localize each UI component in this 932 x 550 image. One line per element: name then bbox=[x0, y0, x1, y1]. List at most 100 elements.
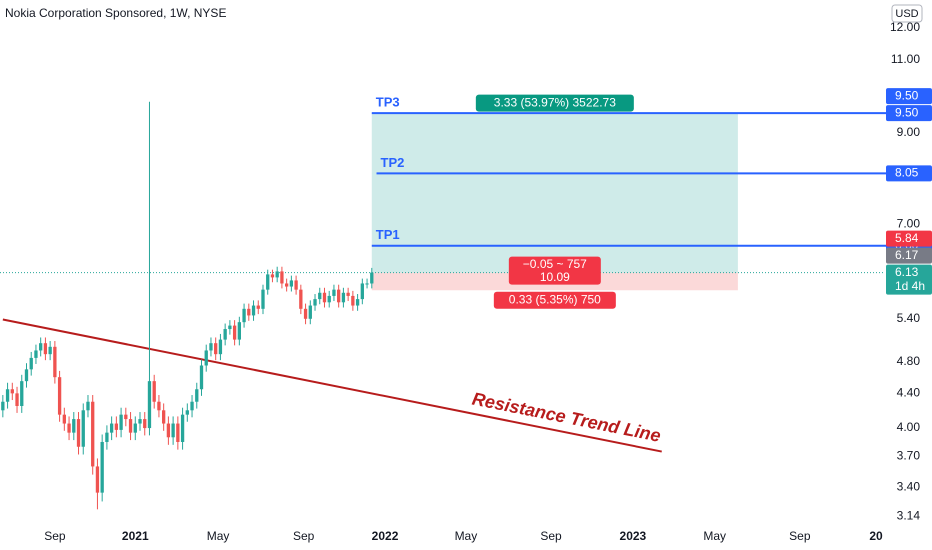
candle-body bbox=[143, 419, 147, 429]
candle-body bbox=[5, 389, 10, 402]
y-tick-label: 3.40 bbox=[897, 479, 921, 493]
candle-body bbox=[43, 343, 48, 355]
target-label-box bbox=[475, 94, 634, 112]
x-tick-label: Sep bbox=[540, 529, 562, 543]
candle-body bbox=[289, 280, 294, 287]
candle-body bbox=[322, 292, 327, 303]
currency-box bbox=[891, 4, 923, 23]
candle-body bbox=[100, 441, 104, 493]
candle-body bbox=[327, 295, 331, 303]
price-tag-label: 9.50 bbox=[895, 88, 919, 102]
candle-body bbox=[57, 377, 62, 415]
stop-label-box bbox=[493, 291, 616, 309]
candle-body bbox=[209, 343, 213, 351]
candle-body bbox=[86, 401, 90, 411]
candle-body bbox=[218, 339, 223, 355]
candle-body bbox=[162, 410, 166, 424]
candle-body bbox=[180, 414, 185, 442]
level-label: TP1 bbox=[376, 227, 400, 242]
candle-body bbox=[114, 423, 119, 430]
y-tick-label: 4.00 bbox=[897, 420, 921, 434]
candle-body bbox=[72, 419, 76, 433]
candle-body bbox=[214, 343, 218, 355]
candle-body bbox=[284, 283, 289, 287]
candle-body bbox=[176, 423, 180, 442]
candle-body bbox=[62, 414, 66, 424]
candle-body bbox=[204, 350, 208, 366]
trend-line bbox=[2, 318, 662, 453]
y-tick-label: 4.40 bbox=[897, 386, 921, 400]
candle-body bbox=[341, 292, 346, 303]
price-tag-label: 6.13 bbox=[895, 265, 919, 279]
candle-body bbox=[1, 401, 5, 411]
candle-body bbox=[67, 423, 71, 433]
y-tick-label: 3.70 bbox=[897, 449, 921, 463]
candle-body bbox=[157, 401, 161, 411]
candle-body bbox=[299, 289, 303, 309]
candle-body bbox=[266, 274, 270, 290]
target-label: 3.33 (53.97%) 3522.73 bbox=[494, 95, 616, 109]
candle-body bbox=[308, 305, 312, 319]
candle-body bbox=[133, 423, 137, 433]
candle-body bbox=[109, 423, 114, 433]
price-tag bbox=[886, 165, 932, 182]
candle-body bbox=[247, 308, 251, 316]
candle-body bbox=[48, 346, 52, 355]
center-label-sub: 10.09 bbox=[540, 270, 570, 284]
candle-body bbox=[53, 346, 57, 378]
candle-body bbox=[360, 283, 364, 300]
x-tick-label: Sep bbox=[44, 529, 66, 543]
candle-body bbox=[24, 369, 29, 382]
candle-body bbox=[199, 365, 204, 390]
x-tick-label: Sep bbox=[789, 529, 811, 543]
price-tag bbox=[886, 230, 932, 247]
candle-body bbox=[10, 389, 14, 394]
price-tag-label: 5.84 bbox=[895, 231, 919, 245]
candle-body bbox=[270, 274, 275, 278]
candle-body bbox=[365, 283, 369, 285]
candle-body bbox=[190, 401, 194, 411]
price-tag-label: 9.50 bbox=[895, 105, 919, 119]
candle-body bbox=[313, 299, 317, 306]
candle-body bbox=[251, 305, 256, 316]
price-tag-label: 8.05 bbox=[895, 166, 919, 180]
x-tick-label: 20 bbox=[869, 529, 883, 543]
candle-body bbox=[29, 357, 33, 370]
y-tick-label: 9.00 bbox=[897, 125, 921, 139]
candle-body bbox=[237, 322, 241, 340]
candle-body bbox=[20, 381, 24, 406]
level-label: TP3 bbox=[376, 95, 400, 110]
y-tick-label: 7.00 bbox=[897, 216, 921, 230]
candle-body bbox=[81, 410, 85, 447]
candle-body bbox=[332, 289, 336, 296]
price-tag bbox=[886, 88, 932, 105]
price-tag-label: 6.17 bbox=[895, 248, 919, 262]
candle-body bbox=[195, 389, 199, 402]
x-tick-label: 2021 bbox=[122, 529, 149, 543]
candle-body bbox=[138, 419, 142, 424]
candle-body bbox=[15, 393, 19, 406]
x-tick-label: May bbox=[207, 529, 230, 543]
candle-body bbox=[128, 419, 133, 433]
x-tick-label: May bbox=[455, 529, 478, 543]
y-tick-label: 4.80 bbox=[897, 354, 921, 368]
x-tick-label: Sep bbox=[293, 529, 315, 543]
candle-body bbox=[124, 414, 128, 420]
candle-body bbox=[370, 272, 374, 284]
candle-body bbox=[105, 432, 109, 442]
candle-body bbox=[337, 289, 341, 303]
candle-body bbox=[95, 466, 100, 493]
price-tag-countdown: 1d 4h bbox=[895, 279, 925, 293]
candle-body bbox=[351, 295, 355, 306]
candle-body bbox=[256, 305, 260, 309]
candle-body bbox=[152, 381, 156, 402]
candle-body bbox=[223, 329, 227, 340]
candle-body bbox=[355, 299, 360, 306]
x-tick-label: May bbox=[703, 529, 726, 543]
center-label-box bbox=[508, 256, 601, 285]
price-tag bbox=[886, 264, 932, 295]
candle-body bbox=[119, 414, 123, 430]
